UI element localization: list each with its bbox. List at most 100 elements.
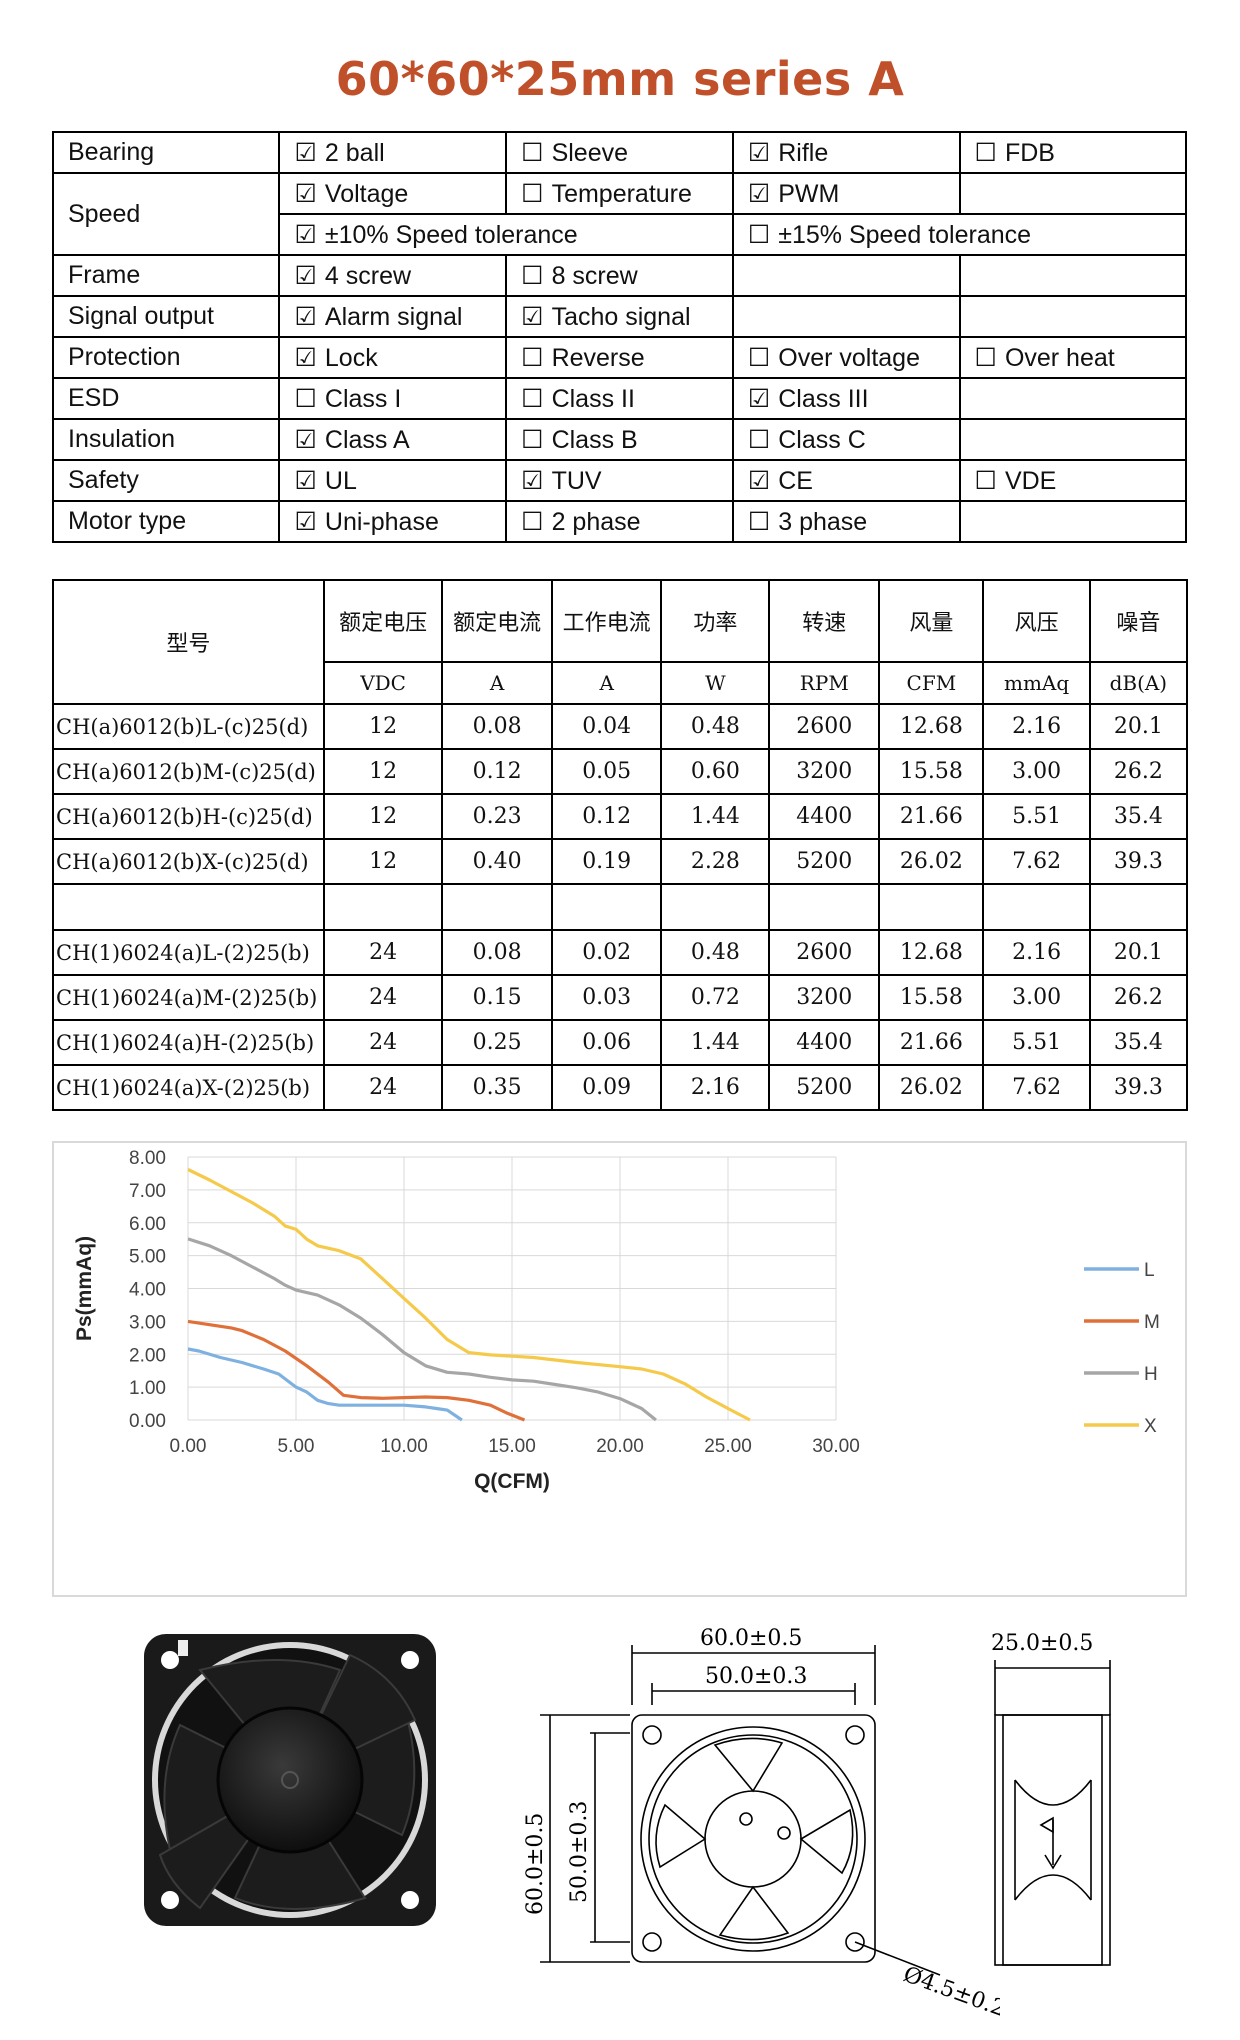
feature-option: ☐ Class I (278, 377, 508, 420)
checked-box-icon: ☑ (294, 506, 317, 536)
feature-option: ☐ Over heat (958, 336, 1188, 379)
empty-cell (52, 883, 325, 931)
feature-row: Safety ☑ UL ☑ TUV ☑ CE ☐ VDE (51, 459, 1188, 502)
value-cell: 2.16 (982, 703, 1091, 750)
empty-cell (660, 883, 771, 931)
table-row: CH(a)6012(b)H-(c)25(d) 12 0.23 0.12 1.44 4400… (52, 793, 1189, 840)
empty-cell (441, 883, 553, 931)
feature-option: ☐ Reverse (505, 336, 734, 379)
checked-box-icon: ☑ (294, 301, 317, 331)
value-cell: 4400 (768, 793, 881, 840)
value-cell: 2600 (768, 929, 881, 976)
dim-hole-pitch: 50.0±0.3 (705, 1664, 807, 1689)
value-cell: 0.15 (441, 974, 553, 1021)
x-tick-label: 30.00 (812, 1436, 860, 1457)
feature-option-label: FDB (1004, 138, 1055, 167)
header-speed: 转速 (768, 579, 881, 663)
unit-power: W (660, 661, 771, 705)
value-cell: 0.04 (550, 703, 663, 750)
value-cell: 12 (322, 748, 444, 795)
checked-box-icon: ☑ (747, 137, 771, 167)
unchecked-box-icon: ☐ (747, 506, 771, 536)
feature-option: ☑ UL (278, 459, 508, 502)
value-cell: 0.40 (441, 838, 553, 885)
value-cell: 24 (322, 974, 444, 1021)
feature-option: ☑ TUV (505, 459, 734, 502)
header-airflow: 风量 (878, 579, 985, 663)
feature-label: Protection (51, 336, 281, 379)
feature-option-label: PWM (778, 179, 840, 208)
feature-option: ☐ Class C (731, 418, 961, 461)
y-tick-label: 3.00 (129, 1312, 166, 1333)
value-cell: 5.51 (982, 793, 1091, 840)
blank-row (52, 883, 1189, 931)
value-cell: 2.28 (660, 838, 771, 885)
feature-option-label: Alarm signal (324, 302, 463, 331)
checked-box-icon: ☑ (294, 465, 317, 495)
feature-option-label: Rifle (778, 138, 829, 167)
feature-option: ☑ CE (731, 459, 961, 502)
checked-box-icon: ☑ (294, 424, 317, 454)
value-cell: 0.72 (660, 974, 771, 1021)
table-row: CH(1)6024(a)H-(2)25(b) 24 0.25 0.06 1.44 4400… (52, 1019, 1189, 1066)
feature-option-label: Lock (324, 343, 378, 372)
checked-box-icon: ☑ (294, 178, 317, 208)
value-cell: 2.16 (660, 1064, 771, 1111)
y-tick-label: 4.00 (129, 1280, 166, 1301)
model-cell: CH(1)6024(a)M-(2)25(b) (52, 974, 325, 1021)
feature-option (958, 172, 1188, 215)
checked-box-icon: ☑ (521, 465, 544, 495)
feature-option: ☐ 3 phase (731, 500, 961, 543)
feature-label: Frame (51, 254, 281, 297)
value-cell: 15.58 (878, 974, 985, 1021)
feature-option: ☐ Temperature (505, 172, 734, 215)
unchecked-box-icon: ☐ (747, 424, 771, 454)
unit-voltage: VDC (322, 661, 444, 705)
value-cell: 0.48 (660, 929, 771, 976)
value-cell: 3.00 (982, 974, 1091, 1021)
feature-option-label: 2 phase (551, 507, 641, 536)
value-cell: 24 (322, 929, 444, 976)
x-tick-label: 5.00 (278, 1436, 315, 1457)
checked-box-icon: ☑ (294, 137, 317, 167)
spec-table: 型号 额定电压 额定电流 工作电流 功率 转速 风量 风压 噪音 VDC A A… (52, 579, 1189, 1111)
value-cell: 0.19 (550, 838, 663, 885)
feature-option-label: Tacho signal (551, 302, 691, 331)
feature-option-label: 3 phase (778, 507, 868, 536)
unit-current: A (441, 661, 553, 705)
feature-row: ESD ☐ Class I ☐ Class II ☑ Class III (51, 377, 1188, 420)
checked-box-icon: ☑ (294, 260, 317, 290)
unchecked-box-icon: ☐ (521, 260, 544, 290)
checked-box-icon: ☑ (294, 219, 317, 249)
header-rated-voltage: 额定电压 (322, 579, 444, 663)
unchecked-box-icon: ☐ (521, 506, 544, 536)
dim-outer-width: 60.0±0.5 (700, 1626, 802, 1651)
y-tick-label: 6.00 (129, 1214, 166, 1235)
value-cell: 3200 (768, 974, 881, 1021)
feature-option (958, 295, 1188, 338)
fan-photo (144, 1634, 436, 1926)
y-tick-label: 5.00 (129, 1247, 166, 1268)
feature-option: ☑ 2 ball (278, 131, 508, 174)
empty-cell (1088, 883, 1189, 931)
value-cell: 1.44 (660, 793, 771, 840)
header-rated-current: 额定电流 (441, 579, 553, 663)
model-cell: CH(1)6024(a)H-(2)25(b) (52, 1019, 325, 1066)
page-title: 60*60*25mm series A (335, 52, 905, 106)
value-cell: 35.4 (1088, 1019, 1189, 1066)
chart-svg: 0.00 1.00 2.00 3.00 4.00 5.00 6.00 7.00 8.00 0.00… (73, 1148, 1160, 1493)
feature-option-label: CE (778, 466, 813, 495)
x-tick-label: 20.00 (596, 1436, 644, 1457)
feature-option-label: Temperature (551, 179, 692, 208)
unit-pressure: mmAq (982, 661, 1091, 705)
unit-airflow: CFM (878, 661, 985, 705)
feature-option: ☑ Voltage (278, 172, 508, 215)
feature-option (958, 254, 1188, 297)
feature-option: ☐ FDB (958, 131, 1188, 174)
value-cell: 3200 (768, 748, 881, 795)
value-cell: 0.03 (550, 974, 663, 1021)
unchecked-box-icon: ☐ (521, 137, 544, 167)
checked-box-icon: ☑ (747, 178, 771, 208)
feature-option: ☑ Class A (278, 418, 508, 461)
series-line-x (187, 1168, 751, 1422)
